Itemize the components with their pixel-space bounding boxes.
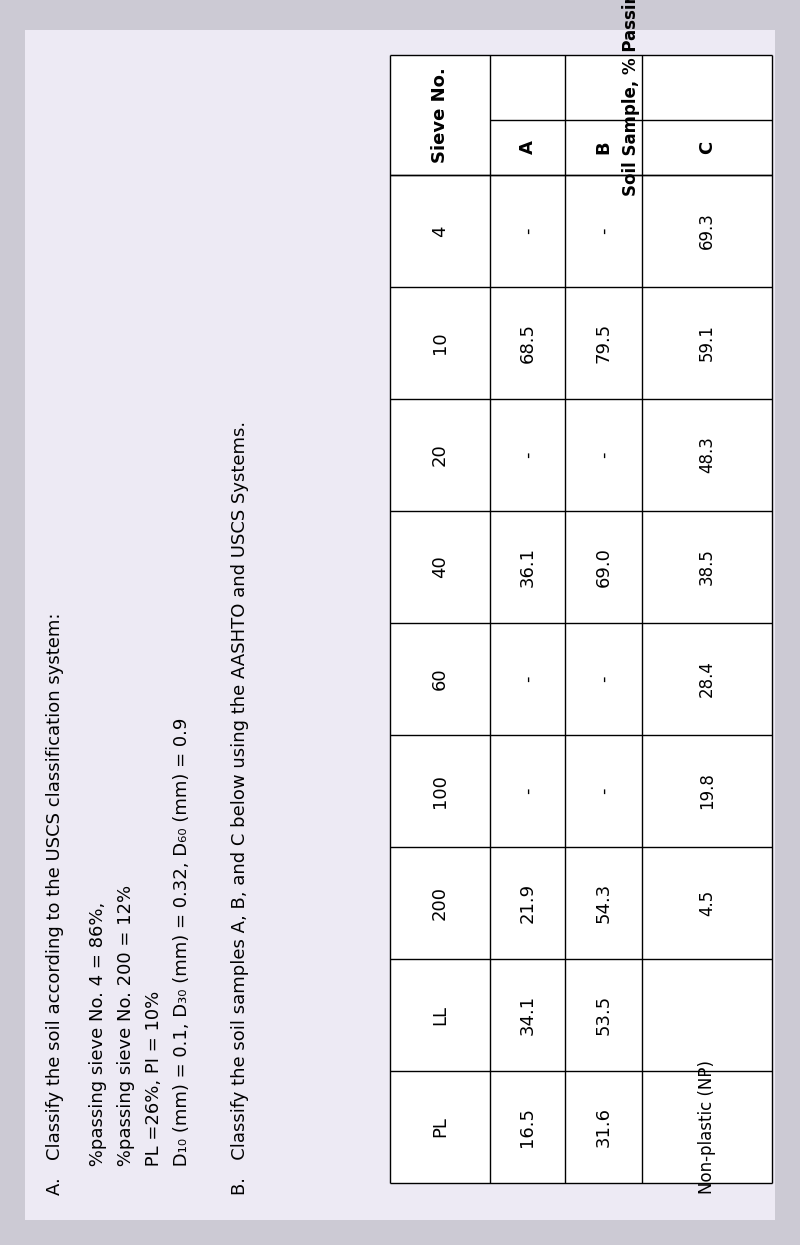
- Text: A.   Classify the soil according to the USCS classification system:: A. Classify the soil according to the US…: [46, 613, 64, 1195]
- Text: 4.5: 4.5: [698, 890, 716, 916]
- Text: 36.1: 36.1: [518, 547, 537, 586]
- Text: 21.9: 21.9: [518, 883, 537, 923]
- Text: PL =26%, PI = 10%: PL =26%, PI = 10%: [145, 991, 163, 1195]
- Text: -: -: [594, 788, 613, 794]
- Text: 69.0: 69.0: [594, 547, 613, 586]
- Text: -: -: [594, 452, 613, 458]
- Text: -: -: [518, 452, 537, 458]
- Text: 34.1: 34.1: [518, 995, 537, 1035]
- Text: %passing sieve No. 4 = 86%,: %passing sieve No. 4 = 86%,: [89, 901, 107, 1195]
- Text: Sieve No.: Sieve No.: [431, 67, 449, 163]
- Text: 20: 20: [431, 443, 449, 467]
- Text: 19.8: 19.8: [698, 773, 716, 809]
- Text: D₁₀ (mm) = 0.1, D₃₀ (mm) = 0.32, D₆₀ (mm) = 0.9: D₁₀ (mm) = 0.1, D₃₀ (mm) = 0.32, D₆₀ (mm…: [173, 717, 191, 1195]
- Text: B.   Classify the soil samples A, B, and C below using the AASHTO and USCS Syste: B. Classify the soil samples A, B, and C…: [231, 421, 249, 1195]
- Text: 31.6: 31.6: [594, 1107, 613, 1147]
- Text: 79.5: 79.5: [594, 322, 613, 364]
- Text: -: -: [594, 676, 613, 682]
- Text: %passing sieve No. 200 = 12%: %passing sieve No. 200 = 12%: [117, 885, 135, 1195]
- Text: 69.3: 69.3: [698, 213, 716, 249]
- Text: 60: 60: [431, 667, 449, 690]
- Text: -: -: [594, 228, 613, 234]
- Text: -: -: [518, 228, 537, 234]
- Text: 4: 4: [431, 225, 449, 237]
- Text: 38.5: 38.5: [698, 549, 716, 585]
- Text: 54.3: 54.3: [594, 883, 613, 923]
- Text: B: B: [594, 141, 613, 154]
- Text: C: C: [698, 141, 716, 154]
- Text: Soil Sample, % Passing: Soil Sample, % Passing: [622, 0, 640, 195]
- Text: 16.5: 16.5: [518, 1107, 537, 1147]
- Text: Non-plastic (NP): Non-plastic (NP): [698, 1059, 716, 1194]
- Text: LL: LL: [431, 1005, 449, 1025]
- Text: 59.1: 59.1: [698, 325, 716, 361]
- Text: A: A: [518, 141, 537, 154]
- Text: 53.5: 53.5: [594, 995, 613, 1035]
- Text: 28.4: 28.4: [698, 661, 716, 697]
- Text: 40: 40: [431, 555, 449, 579]
- Text: 10: 10: [431, 331, 449, 355]
- Text: 48.3: 48.3: [698, 437, 716, 473]
- Text: 68.5: 68.5: [518, 322, 537, 364]
- Bar: [390, 55, 772, 1183]
- Text: PL: PL: [431, 1117, 449, 1138]
- Text: 100: 100: [431, 774, 449, 808]
- Text: -: -: [518, 788, 537, 794]
- Text: -: -: [518, 676, 537, 682]
- Text: 200: 200: [431, 886, 449, 920]
